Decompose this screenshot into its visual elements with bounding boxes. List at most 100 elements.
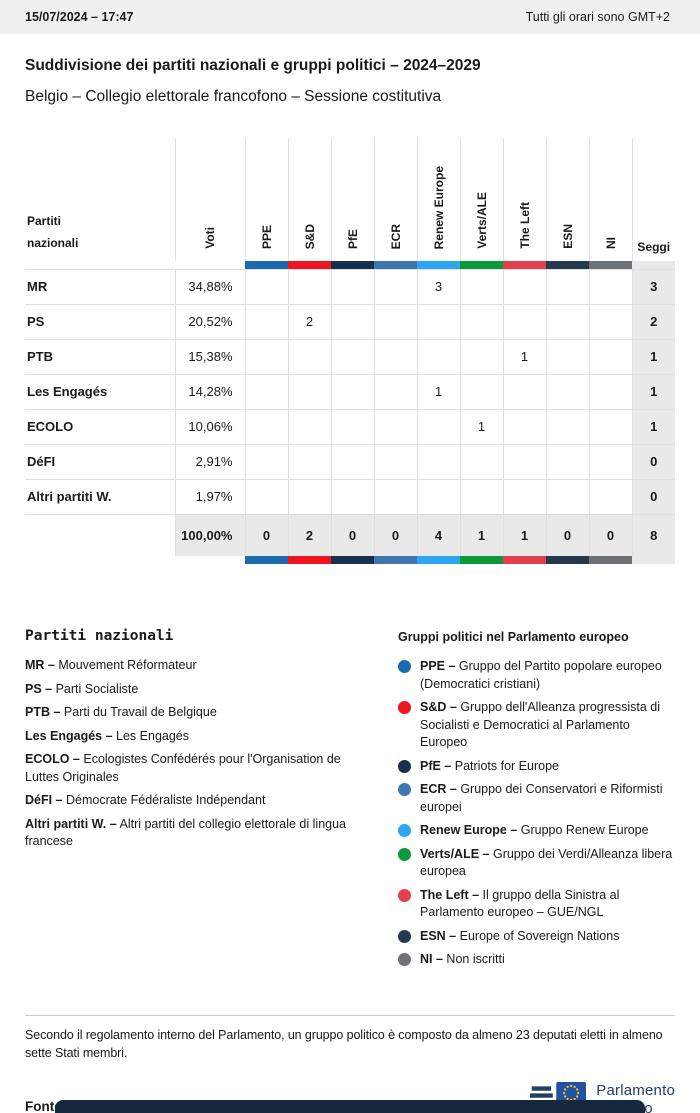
color-bar-left <box>503 556 546 564</box>
party-votes-cell: 2,91% <box>174 443 246 480</box>
color-bar-ecr <box>374 261 417 269</box>
parties-legend: Partiti nazionali MR – Mouvement Réforma… <box>25 628 398 975</box>
seat-cell <box>545 338 590 375</box>
seat-cell <box>545 303 590 340</box>
color-bar-ppe <box>245 261 288 269</box>
party-name-cell: Altri partiti W. <box>24 478 176 515</box>
seat-cell <box>373 478 418 515</box>
seat-cell <box>459 373 504 410</box>
seat-cell <box>330 268 375 305</box>
table-row: PTB 15,38% 1 1 <box>24 338 676 375</box>
total-seat-cell: 0 <box>373 513 418 557</box>
seat-cell <box>330 338 375 375</box>
color-bar-renew <box>417 261 460 269</box>
total-seat-cell: 0 <box>244 513 289 557</box>
total-seat-cell: 0 <box>545 513 590 557</box>
seat-cell <box>502 268 547 305</box>
color-bar-verts <box>460 556 503 564</box>
party-seats-cell: 1 <box>631 338 676 375</box>
party-name-cell: PS <box>24 303 176 340</box>
seat-cell <box>545 408 590 445</box>
color-bar-left <box>503 261 546 269</box>
group-color-bar-row <box>25 261 675 269</box>
total-votes-cell: 100,00% <box>174 513 246 557</box>
party-votes-cell: 34,88% <box>174 268 246 305</box>
total-seat-cell: 0 <box>330 513 375 557</box>
seat-cell <box>502 303 547 340</box>
group-legend-item: NI – Non iscritti <box>398 951 679 969</box>
content: Suddivisione dei partiti nazionali e gru… <box>0 57 700 1113</box>
color-bar-ni <box>589 556 632 564</box>
column-header-ppe: PPE <box>244 137 289 262</box>
color-dot-ppe <box>398 660 411 673</box>
table-row: MR 34,88% 3 3 <box>24 268 676 305</box>
group-legend-item: PPE – Gruppo del Partito popolare europe… <box>398 658 679 693</box>
seat-cell <box>545 373 590 410</box>
footnote: Secondo il regolamento interno del Parla… <box>25 1027 663 1060</box>
color-dot-pfe <box>398 759 411 773</box>
page-title: Suddivisione dei partiti nazionali e gru… <box>25 57 481 74</box>
table-row: Les Engagés 14,28% 1 1 <box>24 373 676 410</box>
seat-cell <box>588 373 633 410</box>
table-row: PS 20,52% 2 2 <box>24 303 676 340</box>
parties-legend-heading: Partiti nazionali <box>25 628 174 644</box>
groups-legend: Gruppi politici nel Parlamento europeo P… <box>398 628 679 975</box>
seat-cell <box>416 338 461 375</box>
color-bar-ppe <box>245 556 288 564</box>
table-header-row: Partiti nazionali Voti PPE S&D PfE ECR R… <box>24 137 676 262</box>
total-seat-cell: 2 <box>287 513 332 557</box>
party-name-cell: ECOLO <box>24 408 176 445</box>
seat-cell <box>416 443 461 480</box>
seat-cell <box>416 478 461 515</box>
seat-cell <box>502 408 547 445</box>
seat-cell <box>459 303 504 340</box>
table-row: Altri partiti W. 1,97% 0 <box>24 478 676 515</box>
seat-cell <box>545 478 590 515</box>
party-legend-item: Altri partiti W. – Altri partiti del col… <box>25 816 346 849</box>
party-name-cell: DéFI <box>24 443 176 480</box>
column-header-verts: Verts/ALE <box>459 137 504 262</box>
seat-cell <box>330 408 375 445</box>
seat-cell <box>373 303 418 340</box>
color-bar-sd <box>288 261 331 269</box>
table-row: DéFI 2,91% 0 <box>24 443 676 480</box>
party-votes-cell: 14,28% <box>174 373 246 410</box>
table-row: ECOLO 10,06% 1 1 <box>24 408 676 445</box>
party-legend-item: PS – Parti Socialiste <box>25 681 139 696</box>
seat-cell: 1 <box>459 408 504 445</box>
seat-cell <box>244 303 289 340</box>
total-seat-cell: 1 <box>459 513 504 557</box>
color-bar-renew <box>417 556 460 564</box>
seat-cell <box>244 443 289 480</box>
topbar: 15/07/2024 – 17:47 Tutti gli orari sono … <box>0 0 700 34</box>
column-header-esn: ESN <box>545 137 590 262</box>
total-seat-cell: 1 <box>502 513 547 557</box>
seat-cell <box>244 338 289 375</box>
total-seat-cell: 4 <box>416 513 461 557</box>
color-bar-verts <box>460 261 503 269</box>
seat-cell <box>459 478 504 515</box>
party-seats-cell: 3 <box>631 268 676 305</box>
seat-cell <box>416 303 461 340</box>
seat-cell <box>588 408 633 445</box>
party-votes-cell: 10,06% <box>174 408 246 445</box>
group-legend-item: ECR – Gruppo dei Conservatori e Riformis… <box>398 781 679 816</box>
seat-cell <box>588 268 633 305</box>
color-bar-pfe <box>331 261 374 269</box>
party-seats-cell: 1 <box>631 373 676 410</box>
legend-section: Partiti nazionali MR – Mouvement Réforma… <box>25 628 675 975</box>
total-seat-cell: 0 <box>588 513 633 557</box>
color-dot-ecr <box>398 783 411 796</box>
seat-cell <box>588 443 633 480</box>
party-votes-cell: 15,38% <box>174 338 246 375</box>
party-votes-cell: 20,52% <box>174 303 246 340</box>
party-name-cell: Les Engagés <box>24 373 176 410</box>
color-dot-esn <box>398 929 411 943</box>
seat-cell <box>459 268 504 305</box>
seat-cell <box>330 478 375 515</box>
table-total-row: 100,00% 0 2 0 0 4 1 1 0 0 8 <box>24 513 676 557</box>
bottom-bar <box>55 1100 645 1113</box>
party-legend-item: DéFI – Démocrate Fédéraliste Indépendant <box>25 793 266 807</box>
group-legend-item: Verts/ALE – Gruppo dei Verdi/Alleanza li… <box>398 846 679 881</box>
seat-cell <box>373 443 418 480</box>
